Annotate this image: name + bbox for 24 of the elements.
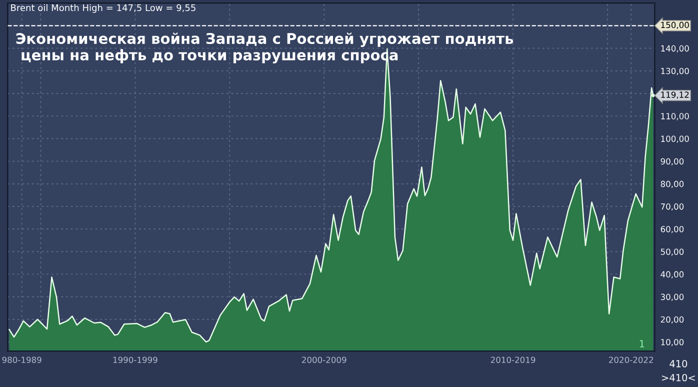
x-tick-label: 980-1989 (2, 356, 42, 364)
text: 410 (670, 360, 688, 368)
ref-line-label: 150,00 (661, 22, 689, 29)
y-tick-label: 10,00 (661, 338, 684, 346)
x-tick-label: 2010-2019 (490, 356, 536, 364)
x-tick-label: 2020-2022 (609, 356, 653, 364)
y-tick-label: 50,00 (660, 248, 684, 256)
y-tick-label: 20,00 (660, 316, 684, 324)
y-tick-label: 100,00 (661, 136, 689, 143)
annotation: 1 (640, 340, 644, 348)
x-tick-label: 1990-1999 (113, 356, 158, 364)
y-tick-label: 80,00 (660, 180, 684, 188)
y-tick-label: 140,00 (661, 45, 689, 52)
y-tick-label: 90,00 (660, 158, 684, 166)
x-tick-label: 2000-2009 (302, 356, 346, 364)
y-tick-label: 110,00 (661, 113, 689, 120)
y-tick-label: 40,00 (660, 271, 684, 278)
annotation: 119,12 (661, 92, 689, 99)
y-tick-label: 70,00 (660, 203, 684, 211)
y-tick-label: 60,00 (660, 226, 684, 234)
text: >410< (662, 374, 695, 382)
y-tick-label: 30,00 (660, 294, 684, 301)
chart-subtitle: Brent oil Month High = 147,5 Low = 9,55 (11, 4, 196, 13)
y-tick-label: 130,00 (661, 68, 689, 76)
